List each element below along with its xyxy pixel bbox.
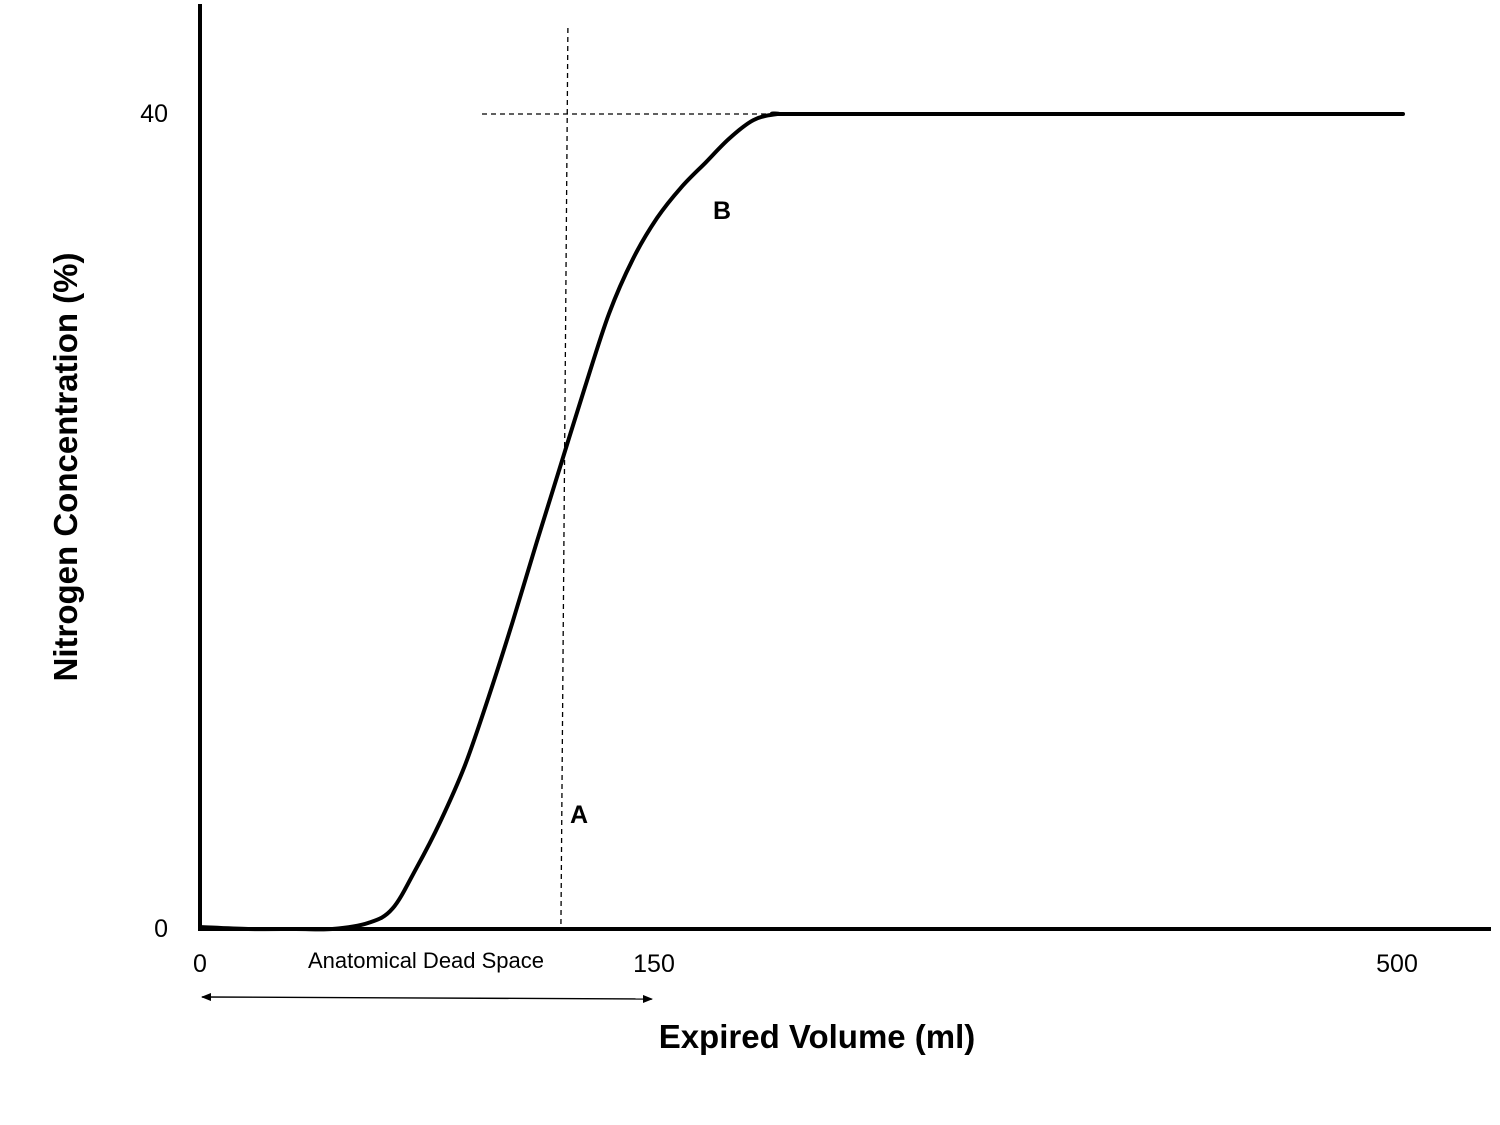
x-axis-title: Expired Volume (ml) (659, 1018, 976, 1055)
x-tick-label-500: 500 (1376, 950, 1418, 978)
x-tick-label-0: 0 (193, 950, 207, 978)
dead-space-label: Anatomical Dead Space (308, 948, 544, 973)
region-label-b: B (713, 197, 731, 225)
dead-space-arrow (201, 993, 653, 1003)
nitrogen-washout-curve (198, 111, 1405, 932)
dead-space-boundary-line (560, 27, 569, 930)
y-axis-title: Nitrogen Concentration (%) (47, 253, 84, 682)
x-tick-label-150: 150 (633, 950, 675, 978)
region-label-a: A (570, 801, 588, 829)
y-tick-label-0: 0 (154, 915, 168, 943)
y-tick-label-40: 40 (140, 100, 168, 128)
